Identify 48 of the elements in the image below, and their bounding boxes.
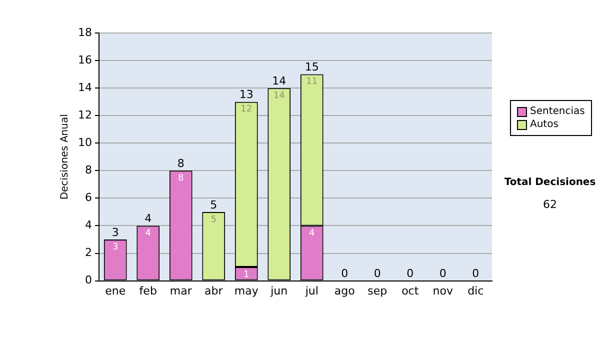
- total-label: 0: [439, 267, 446, 280]
- x-tick-label: jul: [304, 284, 318, 298]
- total-label: 0: [406, 267, 414, 280]
- y-axis-title: Decisiones Anual: [60, 114, 71, 200]
- total-label: 4: [144, 212, 152, 226]
- total-label: 0: [472, 267, 480, 280]
- y-tick-label: 2: [84, 246, 92, 260]
- total-label: 5: [210, 198, 218, 212]
- total-label: 14: [272, 74, 286, 88]
- total-label: 0: [341, 267, 348, 280]
- total-label: 0: [374, 267, 381, 280]
- y-tick-label: 10: [78, 136, 92, 149]
- x-tick-label: dic: [468, 284, 484, 298]
- y-tick-label: 4: [84, 218, 92, 232]
- data-label: 3: [112, 242, 118, 252]
- x-tick-label: sep: [368, 284, 388, 298]
- x-tick-label: may: [234, 284, 259, 298]
- legend-label: Sentencias: [530, 105, 585, 118]
- total-label: 8: [177, 157, 184, 170]
- data-label: 4: [309, 228, 316, 239]
- x-tick-label: oct: [402, 284, 420, 298]
- x-tick-label: mar: [170, 284, 192, 298]
- x-tick-label: ago: [334, 284, 356, 298]
- total-label: 15: [304, 60, 319, 74]
- y-tick-label: 14: [78, 80, 92, 94]
- y-tick-label: 0: [84, 274, 92, 287]
- text: Total Decisiones: [503, 176, 597, 190]
- data-label: 14: [273, 90, 286, 101]
- data-label: 5: [210, 214, 216, 225]
- x-tick-label: nov: [432, 284, 454, 298]
- data-label: 12: [240, 104, 252, 115]
- x-tick-label: jun: [270, 284, 288, 298]
- data-label: 4: [145, 228, 152, 239]
- y-tick-label: 16: [78, 53, 92, 66]
- text: 62: [542, 197, 558, 213]
- total-label: 13: [239, 88, 254, 102]
- x-tick-label: feb: [139, 284, 157, 298]
- y-tick-label: 12: [78, 108, 92, 122]
- x-tick-label: abr: [204, 284, 224, 298]
- y-tick-label: 8: [84, 164, 92, 177]
- data-label: 1: [244, 270, 250, 280]
- total-label: 3: [112, 226, 119, 239]
- x-tick-label: ene: [105, 284, 126, 298]
- legend-label: Autos: [530, 118, 558, 131]
- y-tick-label: 6: [84, 191, 92, 204]
- data-label: 8: [178, 174, 184, 184]
- data-label: 11: [306, 77, 318, 88]
- y-tick-label: 18: [78, 26, 92, 39]
